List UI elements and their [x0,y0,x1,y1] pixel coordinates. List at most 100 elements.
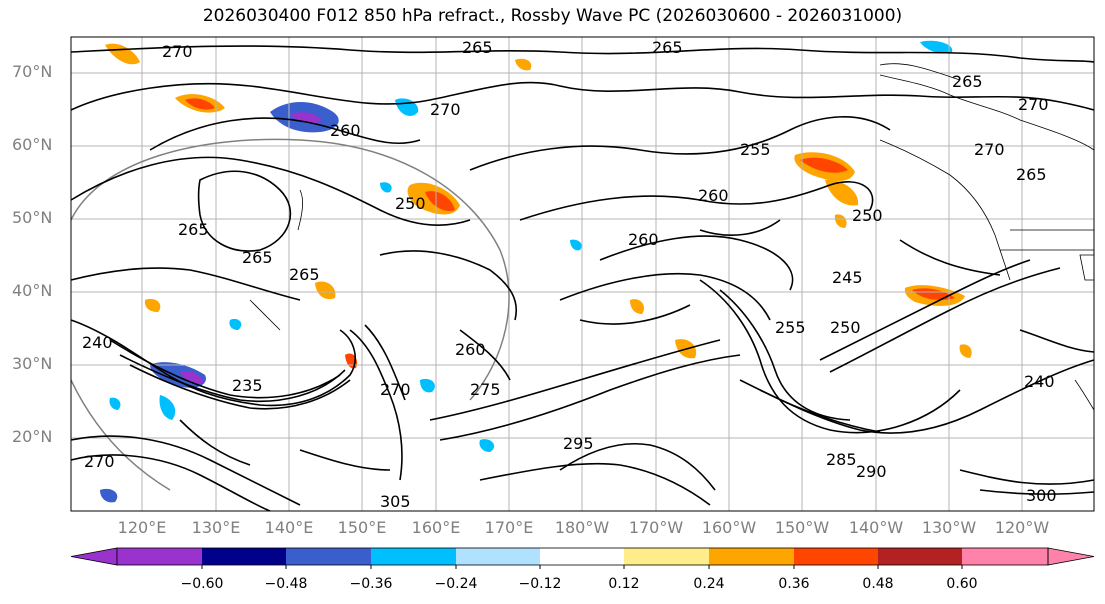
contour-label: 250 [852,206,883,225]
contour-label: 260 [628,230,659,249]
colorbar-tick-label: 0.48 [862,576,894,592]
colorbar-tick-label: −0.12 [518,576,562,592]
lon-label: 130°W [921,518,977,537]
lat-label-50n: 50°N [12,208,53,227]
contour-label: 265 [242,248,273,267]
lat-label-20n: 20°N [12,427,53,446]
negative-anomaly-patch [479,439,495,452]
colorbar-swatch [456,548,540,565]
colorbar-extend-low [70,547,118,566]
contour-label: 270 [1018,95,1049,114]
lon-label: 120°W [994,518,1050,537]
colorbar-swatch [371,548,456,565]
contour-label: 305 [380,492,411,511]
lat-label-70n: 70°N [12,62,53,81]
lon-label: 130°E [191,518,241,537]
colorbar-swatch [202,548,286,565]
lat-label-40n: 40°N [12,281,53,300]
contour-label: 260 [455,340,486,359]
positive-anomaly-patch [105,43,140,65]
contour-label: 295 [563,434,594,453]
negative-anomaly-patch [159,395,176,420]
contour-label: 265 [178,220,209,239]
contour-label: 245 [832,268,863,287]
positive-anomaly-patch [834,214,847,228]
negative-anomaly-patch [420,378,435,393]
lon-label: 120°E [117,518,167,537]
contour-label: 270 [162,42,193,61]
contour-label: 265 [652,38,683,57]
positive-anomaly-patch [959,344,972,358]
contour-label: 260 [330,121,361,140]
colorbar-tick-label: 0.60 [946,576,978,592]
contour-label: 255 [775,318,806,337]
lon-label: 160°W [701,518,757,537]
colorbar-tick-label: 0.12 [608,576,640,592]
contour-label: 265 [462,38,493,57]
colorbar-swatch [794,548,878,565]
contour-label: 240 [82,333,113,352]
contour-label: 270 [84,452,115,471]
colorbar-tick-label: 0.36 [778,576,810,592]
positive-anomaly-patch [800,157,848,173]
refractivity-contours [70,45,1095,512]
negative-anomaly-patch [109,397,121,410]
contour-label: 285 [826,450,857,469]
contour-label: 250 [395,194,426,213]
negative-anomaly-patch [229,318,242,330]
lat-label-60n: 60°N [12,135,53,154]
colorbar-swatch [878,548,962,565]
lon-label: 140°E [264,518,314,537]
contour-label: 250 [830,318,861,337]
colorbar-swatch [962,548,1048,565]
lon-label: 180°W [554,518,610,537]
colorbar-tick-label: −0.36 [349,576,393,592]
contour-label: 265 [289,265,320,284]
lon-label: 170°E [484,518,534,537]
contour-label: 270 [380,380,411,399]
negative-anomaly-patch [920,40,953,54]
positive-anomaly-patch [630,299,645,314]
positive-anomaly-patch [825,179,859,206]
colorbar-tick-label: −0.48 [264,576,308,592]
positive-anomaly-patch [185,98,215,110]
lon-label: 150°E [337,518,387,537]
contour-label: 290 [856,462,887,481]
guide-circle [70,138,510,491]
negative-anomaly-patch [380,182,392,193]
lon-label: 140°W [848,518,904,537]
negative-anomaly-patch [290,112,322,124]
contour-label: 300 [1026,486,1057,505]
contour-label: 235 [232,376,263,395]
contour-label: 275 [470,380,501,399]
negative-anomaly-patch [100,488,118,503]
colorbar-swatch [709,548,794,565]
coastlines [249,63,1095,411]
positive-anomaly-patch [515,58,532,71]
negative-anomaly-patch [570,239,582,251]
colorbar-outline [116,547,1049,566]
contour-label: 270 [430,100,461,119]
colorbar-swatch [540,548,624,565]
colorbar-swatch [117,548,202,565]
contour-label: 265 [1016,165,1047,184]
map-title: 2026030400 F012 850 hPa refract., Rossby… [202,6,903,26]
colorbar-tick-label: −0.24 [434,576,478,592]
positive-anomaly-patch [425,191,455,212]
negative-anomaly-patch [180,370,205,384]
lon-label: 150°W [774,518,830,537]
lon-label: 160°E [411,518,461,537]
colorbar-swatch [286,548,371,565]
contour-label: 265 [952,72,983,91]
colorbar-tick-label: −0.60 [180,576,224,592]
colorbar [70,547,1095,569]
contour-label: 260 [698,186,729,205]
lon-label: 170°W [628,518,684,537]
colorbar-tick-label: 0.24 [693,576,725,592]
colorbar-swatch [624,548,709,565]
map-frame [70,36,1095,512]
contour-label: 255 [740,140,771,159]
contour-label: 240 [1024,372,1055,391]
lat-label-30n: 30°N [12,354,53,373]
